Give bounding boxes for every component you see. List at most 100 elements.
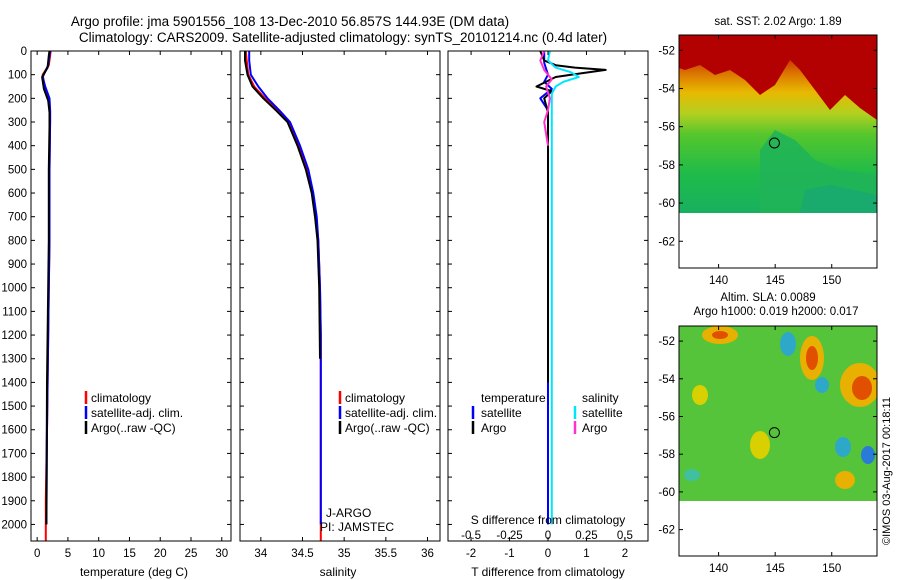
y-tick-label: 1200 [1,330,27,342]
map-y-tick-label: -56 [658,411,675,423]
y-tick-label: 700 [8,212,27,224]
sst-map-title: sat. SST: 2.02 Argo: 1.89 [714,16,841,28]
sla-map-frame [678,325,878,557]
sst-map-frame [678,34,878,269]
sst-heatmap [679,35,877,213]
salinity-ticks: 34 34.5 35 35.5 36 [240,50,440,560]
y-tick-label: 1700 [1,448,27,460]
series-line-satellite-adj-clim- [248,51,322,525]
y-tick-label: 1400 [1,377,27,389]
map-y-tick-label: -58 [658,449,675,461]
salinity-legend: climatology satellite-adj. clim. Argo(..… [338,391,437,435]
sst-cold-patch [800,185,877,213]
legend-satellite-label: satellite-adj. clim. [345,406,437,420]
y-tick-label: 1300 [1,354,27,366]
sst-map-panel: sat. SST: 2.02 Argo: 1.89 -52 -54 -56 -58 [658,16,878,287]
salinity-xlabel: salinity [320,565,357,579]
map-x-tick-label: 145 [766,563,785,575]
series-line-climatology [244,50,322,541]
series-line-salinity-argo [539,50,553,146]
series-line-argo-raw-qc- [244,51,321,359]
y-tick-label: 500 [8,164,27,176]
x-tick-label: 25 [185,548,198,560]
x-tick-label: 34 [254,548,267,560]
legend-s-satellite-label: satellite [582,406,623,420]
argo-float-marker [768,427,780,439]
x-tick-label: 5 [65,548,71,560]
legend-argo-label: Argo(..raw -QC) [91,421,176,435]
float-program-label: J-ARGO [326,506,371,520]
x-tick-label: -2 [466,548,476,560]
figure-title-line1: Argo profile: jma 5901556_108 13-Dec-201… [71,14,509,29]
sst-warm-front [679,35,877,120]
y-tick-label: 200 [8,93,27,105]
legend-s-argo-label: Argo [582,421,608,435]
series-line-salinity-satellite [547,50,580,525]
salinity-panel: 34 34.5 35 35.5 36 salinity climatology sate… [239,50,441,579]
map-y-tick-label: -52 [658,45,675,57]
series-line-temperature-argo [535,50,607,383]
argo-float-marker [768,137,780,149]
difference-panel: -2 -1 0 1 2 -0.5 -0.25 0 0.25 0.5 S difference fr… [447,50,649,579]
difference-legend-temperature: temperature satellite Argo [471,391,546,435]
map-x-tick-label: 150 [822,563,841,575]
s-diff-tick-label: -0.25 [496,530,522,542]
y-tick-label: 2000 [1,519,27,531]
map-x-tick-label: 145 [766,275,785,287]
sla-high-anomaly [835,471,855,489]
temperature-xlabel: temperature (deg C) [80,565,188,579]
temperature-ticks: 0100200300400500600700800900100011001200… [1,46,231,560]
legend-salinity-title: salinity [582,391,619,405]
sla-high-anomaly [712,331,728,339]
y-tick-label: 900 [8,259,27,271]
sst-map-ticks: -52 -54 -56 -58 -60 -62 140 145 150 [658,35,877,287]
temperature-profile-lines [41,50,52,541]
s-diff-tick-label: 0.5 [617,530,633,542]
sla-low-anomaly [815,377,829,393]
y-tick-label: 1900 [1,496,27,508]
temperature-axes-frame [30,50,232,542]
imos-credit: ©IMOS 03-Aug-2017 00:18:11 [881,397,893,545]
t-difference-xlabel: T difference from climatology [471,565,625,579]
x-tick-label: 1 [583,548,589,560]
x-tick-label: 30 [215,548,228,560]
s-diff-tick-label: 0.25 [575,530,597,542]
y-tick-label: 1600 [1,425,27,437]
map-y-tick-label: -62 [658,525,675,537]
y-tick-label: 600 [8,188,27,200]
map-x-tick-label: 140 [709,275,728,287]
map-y-tick-label: -60 [658,198,675,210]
difference-ticks: -2 -1 0 1 2 -0.5 -0.25 0 0.25 0.5 [448,50,648,560]
s-diff-tick-label: -0.5 [461,530,481,542]
y-tick-label: 800 [8,235,27,247]
sla-low-anomaly [684,469,700,481]
y-tick-label: 1800 [1,472,27,484]
map-y-tick-label: -54 [658,83,675,95]
legend-temperature-title: temperature [481,391,546,405]
map-y-tick-label: -60 [658,487,675,499]
y-tick-label: 400 [8,141,27,153]
x-tick-label: 35.5 [375,548,397,560]
sla-low-anomaly [861,446,875,464]
sla-map-title-line2: Argo h1000: 0.019 h2000: 0.017 [694,306,859,318]
sla-map-ticks: -52 -54 -56 -58 -60 -62 140 145 150 [658,326,877,575]
x-tick-label: 2 [622,548,628,560]
difference-profile-lines [535,50,607,525]
sla-low-anomaly [835,437,851,457]
x-tick-label: -1 [504,548,514,560]
map-y-tick-label: -56 [658,122,675,134]
map-y-tick-label: -58 [658,160,675,172]
map-y-tick-label: -62 [658,236,675,248]
sla-high-anomaly [750,431,770,459]
map-y-tick-label: -54 [658,374,675,386]
y-tick-label: 0 [21,46,27,58]
x-tick-label: 36 [421,548,434,560]
x-tick-label: 15 [123,548,136,560]
legend-t-argo-label: Argo [481,421,507,435]
y-tick-label: 1500 [1,401,27,413]
y-tick-label: 1000 [1,283,27,295]
float-pi-label: PI: JAMSTEC [320,520,394,534]
legend-climatology-label: climatology [345,391,405,405]
x-tick-label: 10 [92,548,105,560]
map-x-tick-label: 150 [822,275,841,287]
